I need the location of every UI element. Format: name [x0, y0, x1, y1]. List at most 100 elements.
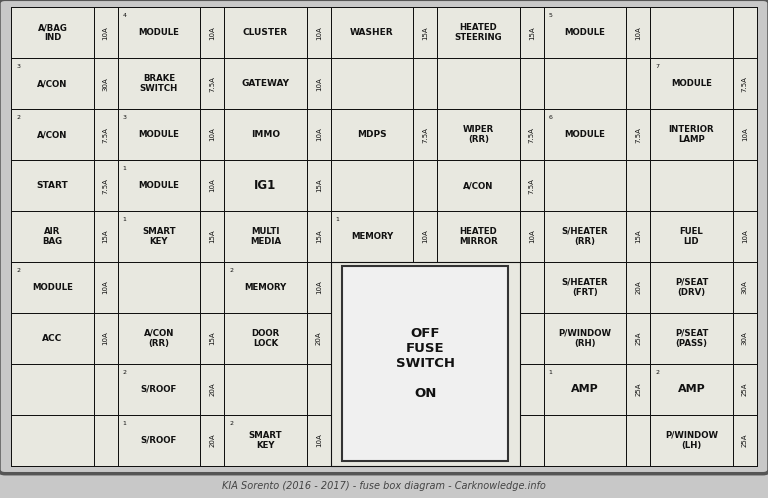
Bar [626, 160, 650, 211]
Bar [200, 109, 224, 160]
Bar [733, 109, 756, 160]
Bar [544, 7, 626, 58]
Text: SMART
KEY: SMART KEY [249, 431, 283, 450]
Bar [520, 262, 544, 313]
Bar [224, 262, 306, 313]
Bar [626, 7, 650, 58]
Bar [12, 109, 94, 160]
Bar [626, 58, 650, 109]
Text: MEMORY: MEMORY [244, 283, 286, 292]
Text: S/ROOF: S/ROOF [141, 436, 177, 445]
Bar [544, 313, 626, 364]
Bar [413, 211, 437, 262]
Bar [94, 109, 118, 160]
Bar [413, 109, 437, 160]
Bar [306, 313, 331, 364]
Bar [437, 58, 520, 109]
Bar [520, 58, 544, 109]
Text: 20A: 20A [209, 382, 215, 396]
Bar [306, 160, 331, 211]
Bar [200, 211, 224, 262]
Bar [331, 7, 413, 58]
Bar [733, 313, 756, 364]
Text: 4: 4 [123, 13, 127, 18]
Bar [520, 109, 544, 160]
Bar [733, 415, 756, 466]
Bar [200, 415, 224, 466]
Text: 15A: 15A [422, 26, 429, 39]
Text: 7.5A: 7.5A [103, 178, 109, 194]
Bar [200, 58, 224, 109]
Bar [437, 109, 520, 160]
Text: S/ROOF: S/ROOF [141, 385, 177, 394]
Bar [118, 211, 200, 262]
Bar [733, 7, 756, 58]
Text: 1: 1 [548, 370, 553, 375]
Bar [118, 262, 200, 313]
Bar [331, 109, 413, 160]
Bar [437, 262, 520, 313]
Text: 7: 7 [655, 64, 659, 69]
Text: KIA Sorento (2016 - 2017) - fuse box diagram - Carknowledge.info: KIA Sorento (2016 - 2017) - fuse box dia… [222, 481, 546, 491]
Bar [118, 415, 200, 466]
Bar [437, 415, 520, 466]
Bar [650, 109, 733, 160]
Bar [331, 160, 413, 211]
Bar [626, 7, 650, 58]
Text: 15A: 15A [209, 332, 215, 345]
Bar [118, 364, 200, 415]
Bar [650, 58, 733, 109]
Bar [650, 7, 733, 58]
Text: 10A: 10A [635, 26, 641, 40]
Text: 10A: 10A [209, 26, 215, 40]
Bar [626, 262, 650, 313]
Bar [12, 211, 94, 262]
Bar [650, 415, 733, 466]
Bar [544, 58, 626, 109]
Bar [520, 364, 544, 415]
Bar [118, 58, 200, 109]
Bar [306, 211, 331, 262]
Bar [650, 7, 733, 58]
Bar [12, 160, 94, 211]
Bar [306, 160, 331, 211]
Text: MEMORY: MEMORY [351, 232, 393, 241]
Bar [200, 364, 224, 415]
Bar [118, 109, 200, 160]
Bar [733, 262, 756, 313]
Bar [626, 415, 650, 466]
Bar [94, 364, 118, 415]
Text: 30A: 30A [742, 280, 748, 294]
Bar [224, 313, 306, 364]
Bar [331, 7, 413, 58]
Bar [413, 160, 437, 211]
Bar [224, 415, 306, 466]
Bar [331, 58, 413, 109]
Bar [12, 313, 94, 364]
Bar [224, 58, 306, 109]
Bar [12, 211, 94, 262]
Bar [733, 364, 756, 415]
Text: P/SEAT
(PASS): P/SEAT (PASS) [675, 329, 708, 348]
Text: A/BAG
IND: A/BAG IND [38, 23, 68, 42]
Text: 15A: 15A [103, 230, 109, 244]
Bar [224, 211, 306, 262]
Bar [626, 364, 650, 415]
Text: 20A: 20A [635, 281, 641, 294]
Bar [437, 160, 520, 211]
Text: 20A: 20A [209, 433, 215, 447]
Bar [12, 58, 94, 109]
Bar [520, 415, 544, 466]
Bar [437, 7, 520, 58]
Text: ACC: ACC [42, 334, 62, 343]
Bar [306, 58, 331, 109]
Text: S/HEATER
(FRT): S/HEATER (FRT) [561, 278, 608, 297]
Bar [118, 262, 200, 313]
Bar [544, 58, 626, 109]
Bar [520, 313, 544, 364]
Text: 10A: 10A [316, 77, 322, 91]
Bar [94, 211, 118, 262]
Bar [544, 109, 626, 160]
Text: MODULE: MODULE [138, 28, 180, 37]
Bar [224, 415, 306, 466]
